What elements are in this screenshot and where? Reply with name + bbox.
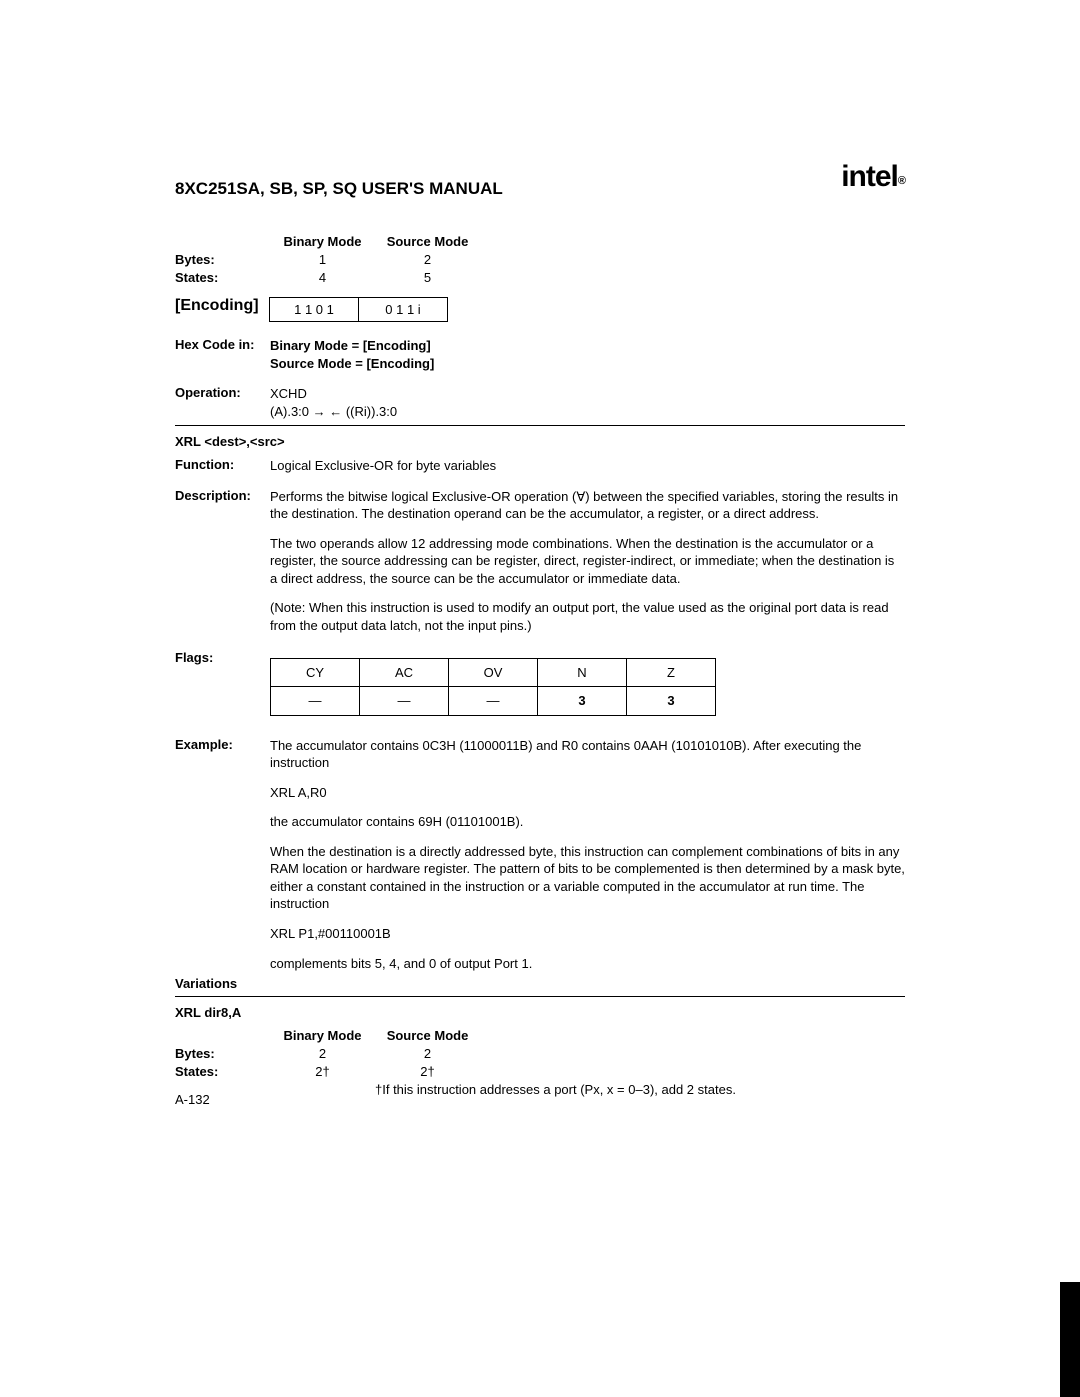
logo-text: intel bbox=[841, 160, 898, 193]
corner-mark bbox=[1060, 1282, 1080, 1397]
flag-ov-val: — bbox=[449, 687, 538, 716]
operation-line1: XCHD bbox=[270, 385, 905, 403]
encoding-cell-2: 0 1 1 i bbox=[358, 297, 448, 322]
desc-p3: (Note: When this instruction is used to … bbox=[270, 599, 905, 634]
xrl-heading: XRL <dest>,<src> bbox=[175, 434, 905, 449]
hexcode-line1: Binary Mode = [Encoding] bbox=[270, 337, 905, 355]
desc-p1: Performs the bitwise logical Exclusive-O… bbox=[270, 488, 905, 523]
var-mode-headers: Binary Mode Source Mode bbox=[175, 1028, 905, 1043]
divider-2 bbox=[175, 996, 905, 997]
example-row: Example: The accumulator contains 0C3H (… bbox=[175, 737, 905, 972]
header: 8XC251SA, SB, SP, SQ USER'S MANUAL intel… bbox=[175, 165, 905, 199]
intel-logo: intel® bbox=[841, 160, 905, 194]
page: 8XC251SA, SB, SP, SQ USER'S MANUAL intel… bbox=[0, 0, 1080, 1397]
ex-p6: complements bits 5, 4, and 0 of output P… bbox=[270, 955, 905, 973]
encoding-cell-1: 1 1 0 1 bbox=[269, 297, 359, 322]
bytes-label: Bytes: bbox=[175, 252, 270, 267]
function-label: Function: bbox=[175, 457, 270, 475]
divider bbox=[175, 425, 905, 426]
hexcode-line2: Source Mode = [Encoding] bbox=[270, 355, 905, 373]
flags-row: Flags: CY AC OV N Z — — — 3 3 bbox=[175, 650, 905, 734]
hexcode-label: Hex Code in: bbox=[175, 337, 270, 372]
states-label: States: bbox=[175, 270, 270, 285]
states-source: 5 bbox=[375, 270, 480, 285]
operation-label: Operation: bbox=[175, 385, 270, 420]
var-bytes-row: Bytes: 2 2 bbox=[175, 1046, 905, 1061]
encoding-label: [Encoding] bbox=[175, 297, 270, 322]
description-label: Description: bbox=[175, 488, 270, 647]
operation-row: Operation: XCHD (A).3:0 → ← ((Ri)).3:0 bbox=[175, 385, 905, 420]
bytes-source: 2 bbox=[375, 252, 480, 267]
var-bytes-source: 2 bbox=[375, 1046, 480, 1061]
flags-table: CY AC OV N Z — — — 3 3 bbox=[270, 658, 716, 716]
var-states-label: States: bbox=[175, 1064, 270, 1079]
var-states-source: 2† bbox=[375, 1064, 480, 1079]
var-footnote-row: †If this instruction addresses a port (P… bbox=[175, 1082, 905, 1097]
binary-mode-header: Binary Mode bbox=[270, 234, 375, 249]
ex-p1: The accumulator contains 0C3H (11000011B… bbox=[270, 737, 905, 772]
variations-label: Variations bbox=[175, 976, 270, 991]
var-source-header: Source Mode bbox=[375, 1028, 480, 1043]
flag-ac: AC bbox=[360, 658, 449, 687]
mode-headers: Binary Mode Source Mode bbox=[175, 234, 905, 249]
flag-n: N bbox=[538, 658, 627, 687]
var-states-binary: 2† bbox=[270, 1064, 375, 1079]
operation-line2: (A).3:0 → ← ((Ri)).3:0 bbox=[270, 403, 905, 421]
flag-ov: OV bbox=[449, 658, 538, 687]
flag-z-val: 3 bbox=[627, 687, 716, 716]
ex-p4: When the destination is a directly addre… bbox=[270, 843, 905, 913]
flag-cy-val: — bbox=[271, 687, 360, 716]
desc-p2: The two operands allow 12 addressing mod… bbox=[270, 535, 905, 588]
flag-cy: CY bbox=[271, 658, 360, 687]
ex-p2: XRL A,R0 bbox=[270, 784, 905, 802]
description-row: Description: Performs the bitwise logica… bbox=[175, 488, 905, 647]
flag-ac-val: — bbox=[360, 687, 449, 716]
example-label: Example: bbox=[175, 737, 270, 972]
states-binary: 4 bbox=[270, 270, 375, 285]
doc-title: 8XC251SA, SB, SP, SQ USER'S MANUAL bbox=[175, 179, 503, 199]
variations-row: Variations bbox=[175, 976, 905, 991]
bytes-row: Bytes: 1 2 bbox=[175, 252, 905, 267]
ex-p3: the accumulator contains 69H (01101001B)… bbox=[270, 813, 905, 831]
bytes-binary: 1 bbox=[270, 252, 375, 267]
source-mode-header: Source Mode bbox=[375, 234, 480, 249]
flags-label: Flags: bbox=[175, 650, 270, 734]
flag-n-val: 3 bbox=[538, 687, 627, 716]
logo-mark: ® bbox=[898, 175, 905, 187]
var-heading: XRL dir8,A bbox=[175, 1005, 905, 1020]
var-bytes-label: Bytes: bbox=[175, 1046, 270, 1061]
states-row: States: 4 5 bbox=[175, 270, 905, 285]
ex-p5: XRL P1,#00110001B bbox=[270, 925, 905, 943]
function-text: Logical Exclusive-OR for byte variables bbox=[270, 457, 905, 475]
encoding-row: [Encoding] 1 1 0 1 0 1 1 i bbox=[175, 297, 905, 322]
flag-z: Z bbox=[627, 658, 716, 687]
var-bytes-binary: 2 bbox=[270, 1046, 375, 1061]
var-binary-header: Binary Mode bbox=[270, 1028, 375, 1043]
function-row: Function: Logical Exclusive-OR for byte … bbox=[175, 457, 905, 475]
var-footnote: †If this instruction addresses a port (P… bbox=[375, 1082, 736, 1097]
page-number: A-132 bbox=[175, 1092, 210, 1107]
var-states-row: States: 2† 2† bbox=[175, 1064, 905, 1079]
hexcode-row: Hex Code in: Binary Mode = [Encoding] So… bbox=[175, 337, 905, 372]
